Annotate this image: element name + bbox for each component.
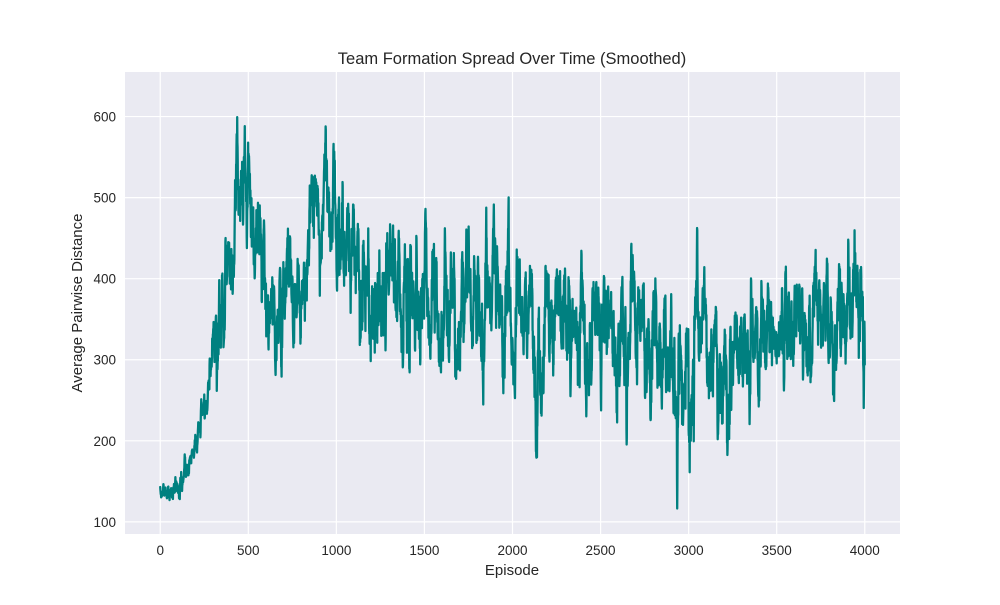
series-layer	[159, 115, 866, 510]
x-tick-label: 2000	[497, 543, 527, 558]
x-tick-label: 2500	[586, 543, 616, 558]
x-tick-label: 3000	[674, 543, 704, 558]
y-tick-label: 100	[93, 515, 116, 530]
y-axis-label: Average Pairwise Distance	[69, 214, 86, 393]
series-line	[159, 115, 866, 510]
y-tick-label: 500	[93, 191, 116, 206]
x-tick-label: 4000	[850, 543, 880, 558]
x-axis-label: Episode	[485, 562, 539, 579]
x-tick-label: 1500	[409, 543, 439, 558]
y-tick-label: 600	[93, 110, 116, 125]
y-tick-label: 400	[93, 272, 116, 287]
y-tick-label: 300	[93, 353, 116, 368]
x-tick-label: 1000	[321, 543, 351, 558]
x-tick-label: 3500	[762, 543, 792, 558]
grid-lines	[125, 72, 900, 534]
x-axis-ticks: 0 500 1000 1500 2000 2500 3000 3500 4000	[156, 543, 879, 558]
y-tick-label: 200	[93, 434, 116, 449]
x-tick-label: 0	[156, 543, 164, 558]
y-axis-ticks: 100 200 300 400 500 600	[93, 110, 116, 530]
x-tick-label: 500	[237, 543, 260, 558]
chart-title: Team Formation Spread Over Time (Smoothe…	[338, 50, 686, 68]
